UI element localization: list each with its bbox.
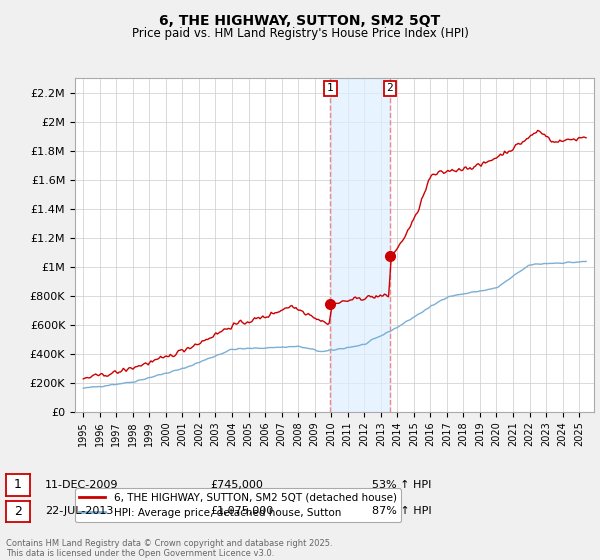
- Legend: 6, THE HIGHWAY, SUTTON, SM2 5QT (detached house), HPI: Average price, detached h: 6, THE HIGHWAY, SUTTON, SM2 5QT (detache…: [75, 488, 401, 522]
- Text: £745,000: £745,000: [210, 480, 263, 490]
- Text: 6, THE HIGHWAY, SUTTON, SM2 5QT: 6, THE HIGHWAY, SUTTON, SM2 5QT: [160, 14, 440, 28]
- Text: 87% ↑ HPI: 87% ↑ HPI: [372, 506, 431, 516]
- Text: Price paid vs. HM Land Registry's House Price Index (HPI): Price paid vs. HM Land Registry's House …: [131, 27, 469, 40]
- Text: 1: 1: [14, 478, 22, 492]
- Text: £1,075,000: £1,075,000: [210, 506, 273, 516]
- Text: 11-DEC-2009: 11-DEC-2009: [45, 480, 119, 490]
- Text: 1: 1: [327, 83, 334, 94]
- Text: 2: 2: [14, 505, 22, 518]
- Text: 53% ↑ HPI: 53% ↑ HPI: [372, 480, 431, 490]
- Bar: [331, 78, 390, 412]
- Text: 2: 2: [386, 83, 393, 94]
- Text: 22-JUL-2013: 22-JUL-2013: [45, 506, 113, 516]
- Text: Contains HM Land Registry data © Crown copyright and database right 2025.
This d: Contains HM Land Registry data © Crown c…: [6, 539, 332, 558]
